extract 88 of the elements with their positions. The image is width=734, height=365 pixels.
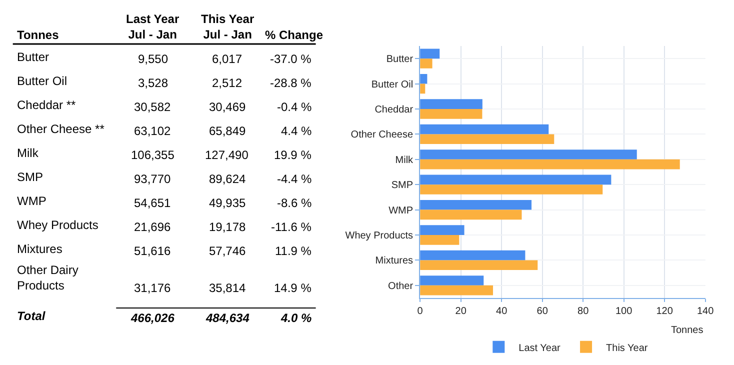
category-label: WMP — [17, 194, 46, 208]
y-tick-label: SMP — [391, 180, 414, 192]
data-label: 30,582 — [134, 100, 172, 114]
data-label: 19,178 — [209, 220, 246, 234]
x-tick-label: 100 — [615, 306, 633, 317]
x-tick-label: 80 — [578, 306, 590, 317]
x-tick-label: 60 — [536, 306, 548, 317]
data-label: 106,355 — [131, 148, 175, 162]
data-label: 9,550 — [138, 52, 168, 66]
bar — [420, 260, 538, 270]
legend-label: This Year — [606, 342, 648, 354]
category-label: Butter — [17, 50, 50, 64]
data-label: -37.0 % — [270, 52, 312, 66]
y-tick-label: WMP — [388, 205, 414, 216]
bar — [420, 250, 526, 260]
data-label: -0.4 % — [277, 100, 312, 114]
data-label: 127,490 — [205, 148, 249, 162]
x-tick-label: 0 — [417, 306, 424, 317]
data-label: -11.6 % — [271, 220, 312, 234]
bar — [420, 200, 532, 210]
x-tick-label: 140 — [696, 306, 714, 317]
bar — [420, 109, 482, 119]
x-tick-label: 40 — [496, 306, 508, 317]
data-label: 4.4 % — [281, 124, 312, 138]
bar — [420, 285, 494, 296]
data-label: 466,026 — [130, 311, 175, 325]
category-label: Cheddar ** — [17, 98, 76, 112]
data-label: 2,512 — [212, 76, 242, 90]
bar — [420, 184, 603, 194]
y-tick-label: Milk — [395, 154, 414, 166]
y-tick-label: Whey Products — [345, 230, 414, 242]
data-label: 21,696 — [134, 220, 172, 234]
bar — [420, 276, 484, 286]
category-label: Whey Products — [17, 218, 98, 232]
bar — [420, 48, 440, 59]
data-label: 35,814 — [209, 281, 246, 295]
bar — [420, 134, 554, 144]
data-label: 14.9 % — [274, 281, 312, 295]
category-label: Milk — [17, 146, 40, 160]
x-axis-title: Tonnes — [671, 325, 704, 336]
category-label: Butter Oil — [17, 74, 68, 88]
data-label: 31,176 — [134, 281, 172, 295]
y-tick-label: Butter Oil — [371, 79, 414, 90]
data-label: -4.4 % — [277, 172, 312, 186]
bar — [420, 124, 549, 134]
text: Tonnes — [17, 28, 60, 42]
data-label: 93,770 — [134, 172, 172, 186]
x-tick-label: 120 — [656, 306, 674, 317]
category-label: SMP — [17, 170, 44, 184]
category-label: Other Cheese ** — [17, 122, 105, 136]
data-label: 484,634 — [205, 311, 250, 325]
bar — [420, 58, 432, 68]
data-label: 57,746 — [209, 244, 246, 258]
bar — [420, 74, 428, 84]
category-label: Mixtures — [17, 242, 62, 256]
y-tick-label: Other — [388, 280, 414, 292]
bar — [420, 159, 680, 170]
data-label: 54,651 — [134, 196, 172, 210]
data-label: 49,935 — [209, 196, 246, 210]
legend-label: Last Year — [518, 342, 562, 354]
y-tick-label: Butter — [386, 54, 414, 66]
data-label: 11.9 % — [275, 244, 312, 258]
bar — [420, 99, 482, 109]
data-label: 30,469 — [209, 100, 246, 114]
y-tick-label: Other Cheese — [350, 130, 414, 141]
data-label: -8.6 % — [277, 196, 312, 210]
data-label: 3,528 — [138, 76, 168, 90]
text: This Year Jul - Jan — [201, 12, 254, 42]
data-label: 51,616 — [134, 244, 172, 258]
bar — [420, 150, 637, 160]
bar — [420, 210, 522, 220]
data-label: 63,102 — [134, 124, 172, 138]
y-tick-label: Mixtures — [375, 256, 414, 267]
data-label: 6,017 — [212, 52, 242, 66]
data-label: 65,849 — [209, 124, 246, 138]
data-label: 4.0 % — [280, 311, 312, 325]
bar — [420, 235, 460, 245]
y-tick-label: Cheddar — [374, 104, 414, 116]
category-label: Other Dairy Products — [17, 263, 78, 293]
bar — [420, 174, 612, 185]
data-label: -28.8 % — [270, 76, 312, 90]
category-label: Total — [17, 309, 46, 323]
text: % Change — [265, 28, 324, 42]
data-label: 89,624 — [209, 172, 246, 186]
x-tick-label: 20 — [455, 306, 467, 317]
data-label: 19.9 % — [274, 148, 312, 162]
text: Last Year Jul - Jan — [126, 12, 180, 42]
bar — [420, 225, 464, 235]
